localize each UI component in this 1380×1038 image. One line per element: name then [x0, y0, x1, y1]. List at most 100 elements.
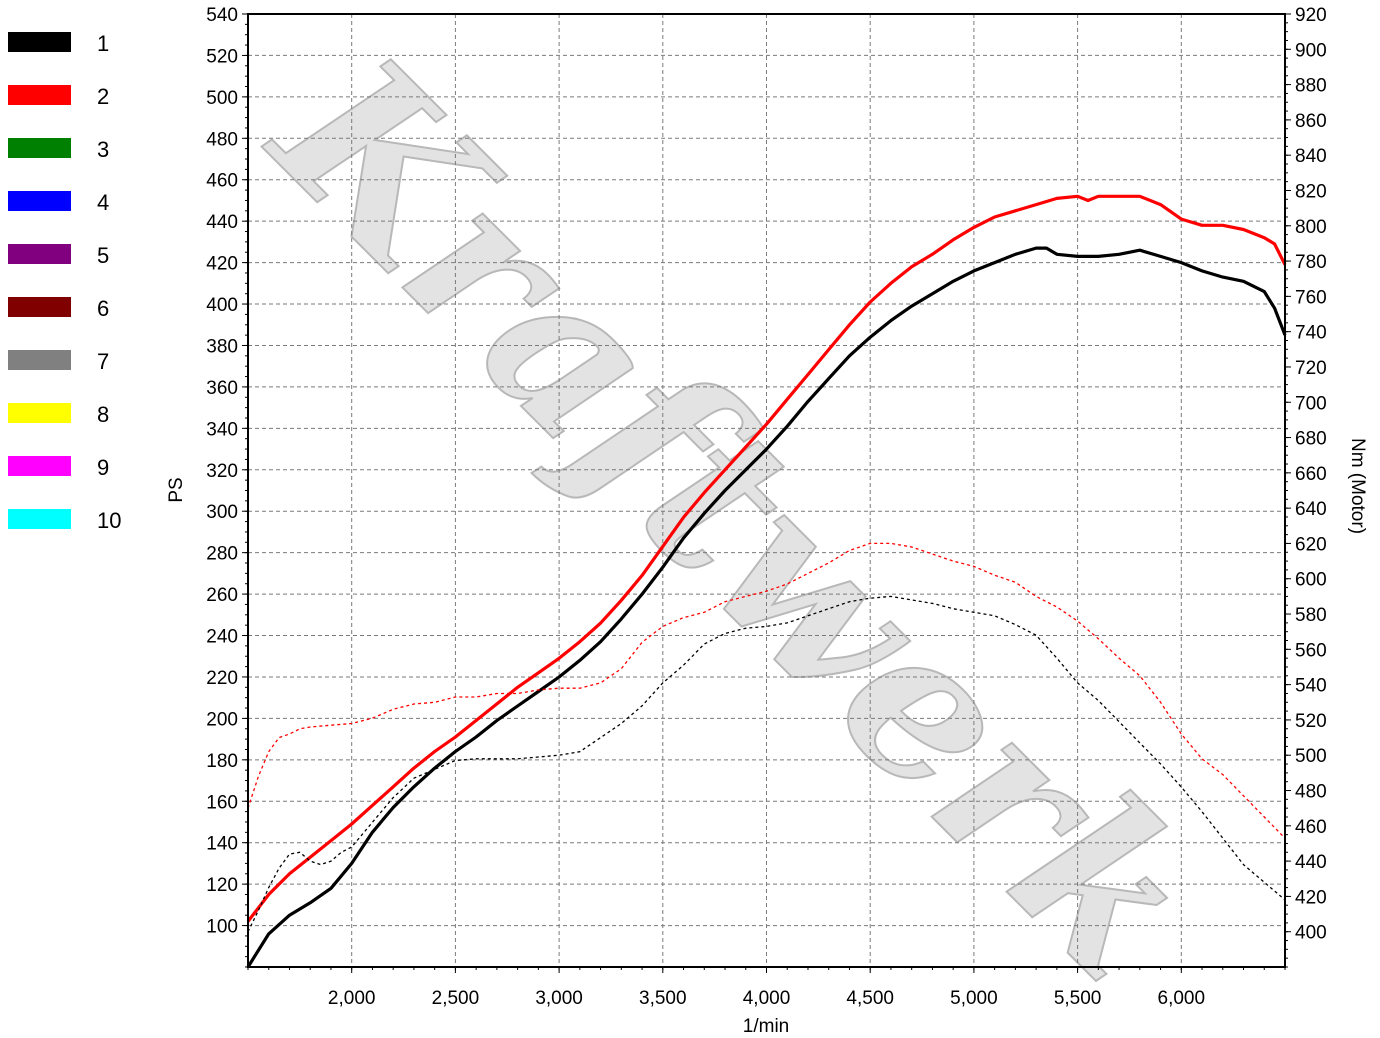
legend-label-8: 8	[97, 402, 110, 427]
y-tick-label: 220	[206, 668, 238, 689]
x-tick-label: 6,000	[1158, 988, 1206, 1009]
watermark: Kraftwerk	[226, 7, 1244, 1025]
legend-item-1: 1	[8, 30, 148, 56]
x-axis: 2,000 2,500 3,000 3,500 4,000 4,500 5,000 5,500…	[247, 967, 1286, 1009]
legend-item-3: 3	[8, 136, 148, 162]
legend-item-4: 4	[8, 189, 148, 215]
y2-tick-label: 440	[1295, 852, 1327, 873]
y2-tick-label: 420	[1295, 887, 1327, 908]
y-tick-label: 260	[206, 585, 238, 606]
legend-swatch-8	[8, 403, 71, 423]
series-1-power-line	[246, 246, 1287, 968]
y2-tick-label: 720	[1295, 358, 1327, 379]
y-tick-label: 240	[206, 627, 238, 648]
legend-label-6: 6	[97, 296, 110, 321]
y-tick-label: 120	[206, 875, 238, 896]
x-tick-label: 3,000	[535, 988, 583, 1009]
y-tick-label: 380	[206, 336, 238, 357]
series-1-torque-line	[247, 595, 1286, 932]
legend-swatch-10	[8, 509, 71, 529]
x-tick-label: 5,500	[1054, 988, 1102, 1009]
y2-tick-label: 880	[1295, 76, 1327, 97]
legend-item-10: 10	[8, 507, 148, 533]
series-layer	[246, 194, 1287, 968]
series-2-power-line	[246, 194, 1287, 923]
y2-tick-label: 920	[1295, 5, 1327, 26]
legend-item-2: 2	[8, 83, 148, 109]
y-tick-label: 300	[206, 502, 238, 523]
y-tick-label: 100	[206, 917, 238, 938]
y2-tick-label: 640	[1295, 499, 1327, 520]
y-tick-label: 140	[206, 834, 238, 855]
y2-tick-label: 740	[1295, 323, 1327, 344]
y-tick-label: 540	[206, 5, 238, 26]
y-tick-label: 160	[206, 792, 238, 813]
y2-tick-label: 800	[1295, 217, 1327, 238]
legend-swatch-7	[8, 350, 71, 370]
legend-swatch-5	[8, 244, 71, 264]
y-tick-label: 200	[206, 709, 238, 730]
y-tick-label: 180	[206, 751, 238, 772]
legend-label-1: 1	[97, 31, 110, 56]
y2-tick-label: 560	[1295, 640, 1327, 661]
y2-tick-label: 840	[1295, 146, 1327, 167]
x-tick-label: 4,000	[743, 988, 791, 1009]
legend-item-9: 9	[8, 454, 148, 480]
series-2-torque-line	[247, 542, 1286, 839]
legend-item-5: 5	[8, 242, 148, 268]
y-tick-label: 320	[206, 461, 238, 482]
y2-tick-label: 500	[1295, 746, 1327, 767]
legend-label-9: 9	[97, 455, 110, 480]
legend-swatch-4	[8, 191, 71, 211]
y2-tick-label: 480	[1295, 782, 1327, 803]
legend-label-2: 2	[97, 84, 110, 109]
x-tick-label: 3,500	[639, 988, 687, 1009]
legend-label-10: 10	[97, 508, 122, 533]
grid	[248, 13, 1285, 967]
y-tick-label: 520	[206, 46, 238, 67]
y2-tick-label: 860	[1295, 111, 1327, 132]
y2-axis-title: Nm (Motor)	[1347, 438, 1368, 534]
y2-tick-label: 400	[1295, 923, 1327, 944]
legend-swatch-1	[8, 32, 71, 52]
y2-tick-label: 760	[1295, 287, 1327, 308]
legend-label-7: 7	[97, 349, 110, 374]
y2-tick-label: 900	[1295, 40, 1327, 61]
legend-item-6: 6	[8, 295, 148, 321]
y2-tick-label: 580	[1295, 605, 1327, 626]
y-tick-label: 280	[206, 544, 238, 565]
y2-tick-label: 540	[1295, 676, 1327, 697]
y2-tick-label: 680	[1295, 429, 1327, 450]
legend-swatch-2	[8, 85, 71, 105]
x-tick-label: 2,000	[328, 988, 376, 1009]
x-tick-label: 2,500	[432, 988, 480, 1009]
y-tick-label: 360	[206, 378, 238, 399]
y-tick-label: 440	[206, 212, 238, 233]
y-tick-label: 400	[206, 295, 238, 316]
legend-label-5: 5	[97, 243, 110, 268]
y-tick-label: 340	[206, 419, 238, 440]
legend-label-4: 4	[97, 190, 110, 215]
x-tick-label: 5,000	[950, 988, 998, 1009]
legend-item-7: 7	[8, 348, 148, 374]
y-tick-label: 480	[206, 129, 238, 150]
y2-tick-label: 460	[1295, 817, 1327, 838]
y2-tick-label: 780	[1295, 252, 1327, 273]
right-axis: 400 420 440 460 480 500 520 540 560 580 600 620 640 6…	[1285, 5, 1327, 968]
y-tick-label: 420	[206, 254, 238, 275]
x-tick-label: 4,500	[846, 988, 894, 1009]
y2-tick-label: 700	[1295, 393, 1327, 414]
legend-item-8: 8	[8, 401, 148, 427]
y-tick-label: 500	[206, 88, 238, 109]
legend-swatch-6	[8, 297, 71, 317]
legend-swatch-3	[8, 138, 71, 158]
legend-label-3: 3	[97, 137, 110, 162]
y2-tick-label: 620	[1295, 534, 1327, 555]
y-axis-title: PS	[166, 477, 187, 502]
y-tick-label: 460	[206, 171, 238, 192]
left-axis: 100 120 140 160 180 200 220 240 260 280 300 320 340 3…	[206, 5, 248, 968]
y2-tick-label: 660	[1295, 464, 1327, 485]
legend-swatch-9	[8, 456, 71, 476]
y2-tick-label: 600	[1295, 570, 1327, 591]
